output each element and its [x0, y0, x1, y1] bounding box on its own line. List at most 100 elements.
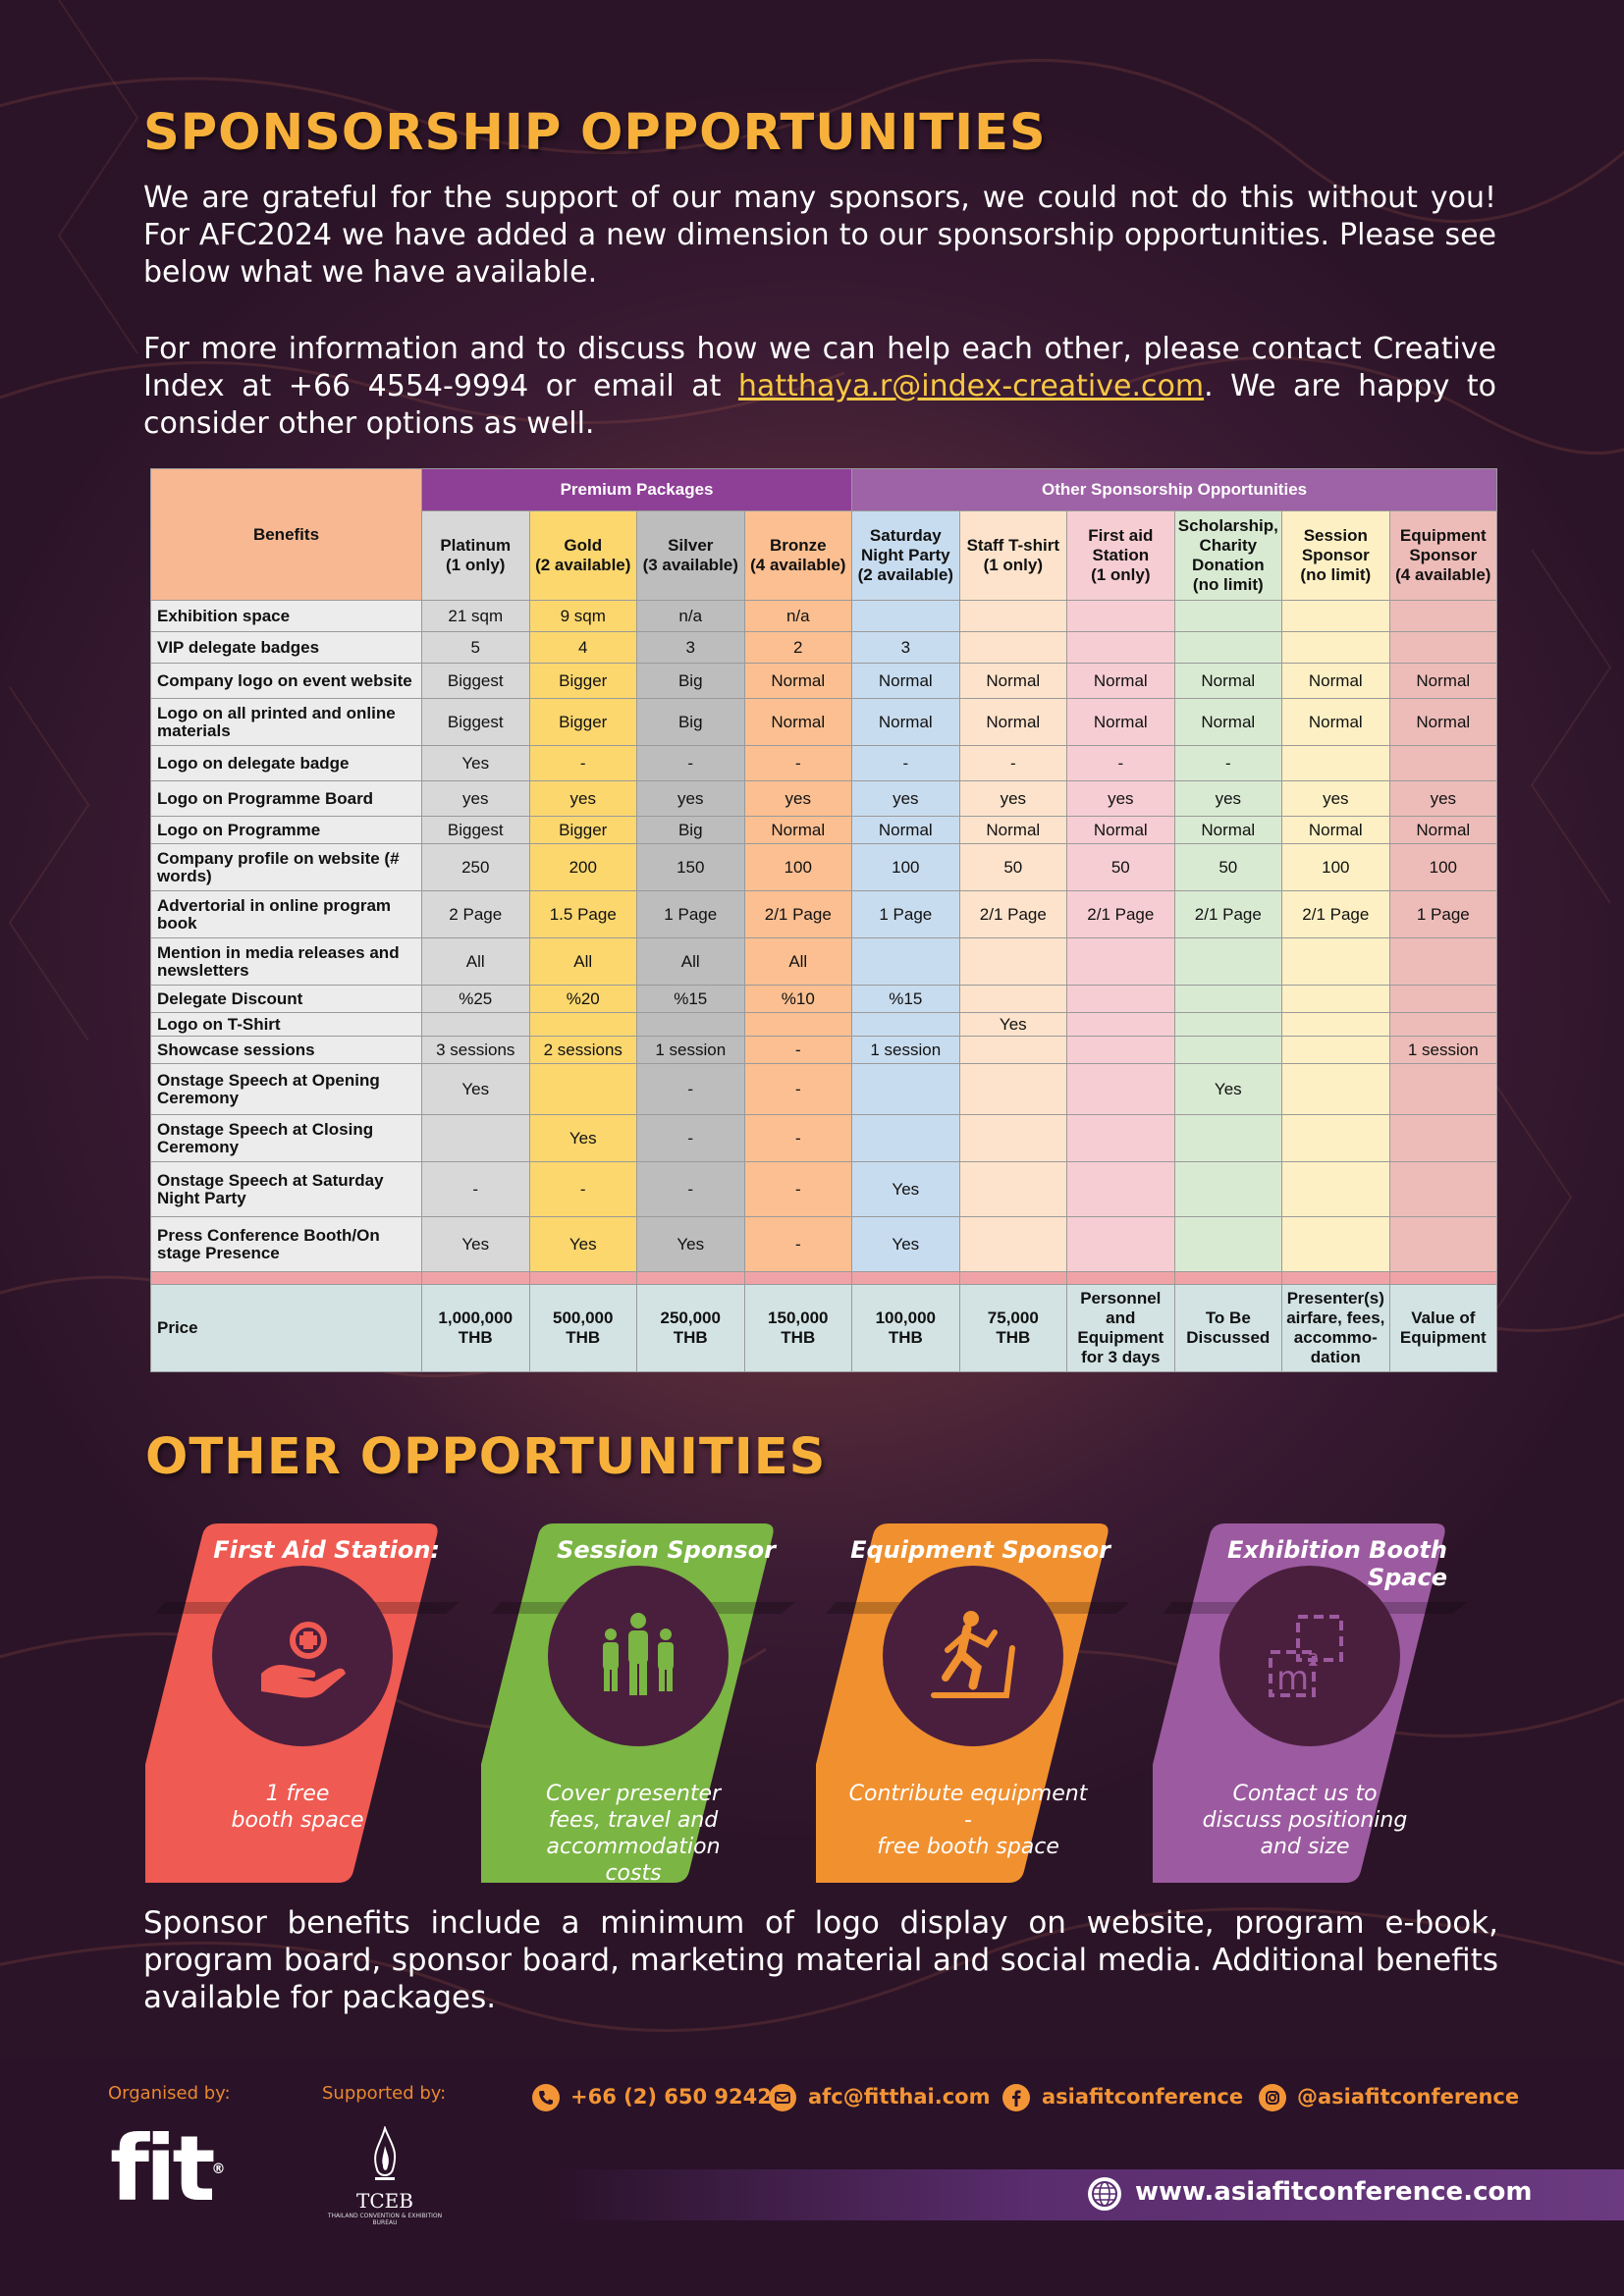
email-icon	[769, 2084, 796, 2111]
benefit-label: Showcase sessions	[150, 1036, 422, 1064]
opportunity-card: Session Sponsor Cover presenter fees, tra…	[481, 1523, 805, 1886]
table-cell: All	[743, 937, 853, 986]
treadmill-icon	[931, 1611, 1015, 1698]
card-description: Contribute equipment - free booth space	[848, 1782, 1088, 1859]
table-cell: Normal	[743, 698, 853, 746]
contact-email-link[interactable]: hatthaya.r@index-creative.com	[737, 369, 1205, 403]
globe-icon	[1088, 2177, 1121, 2211]
table-cell	[1173, 1114, 1283, 1162]
card-description: 1 free booth space	[231, 1782, 364, 1833]
table-cell: Normal	[851, 816, 960, 844]
table-cell: 100	[743, 843, 853, 891]
table-cell: Normal	[1388, 816, 1498, 844]
opportunity-card: First Aid Station: 1 free booth space	[145, 1523, 469, 1883]
price-cell: 500,000 THB	[528, 1284, 637, 1372]
table-cell: 1.5 Page	[528, 890, 637, 938]
tceb-wordmark: TCEB	[356, 2189, 413, 2213]
website-bar	[550, 2169, 1624, 2220]
table-cell	[851, 1063, 960, 1115]
benefit-label: Delegate Discount	[150, 985, 422, 1013]
table-cell	[851, 600, 960, 632]
price-cell: 150,000 THB	[743, 1284, 853, 1372]
table-cell: 2/1 Page	[1281, 890, 1390, 938]
other-opportunities-header: Other Sponsorship Opportunities	[851, 468, 1498, 511]
footer-instagram[interactable]: @asiafitconference	[1297, 2085, 1520, 2109]
table-cell	[421, 1012, 530, 1037]
table-cell	[1388, 985, 1498, 1013]
table-cell: 50	[1173, 843, 1283, 891]
table-cell: Yes	[528, 1216, 637, 1272]
footer-facebook[interactable]: asiafitconference	[1042, 2085, 1244, 2109]
price-row: Price 1,000,000 THB 500,000 THB 250,000 THB…	[150, 1284, 1498, 1372]
table-cell	[958, 937, 1068, 986]
card-title: Exhibition Booth Space	[1226, 1536, 1447, 1591]
footer-email[interactable]: afc@fitthai.com	[808, 2085, 991, 2109]
table-row: Logo on all printed and online materials…	[150, 698, 1498, 746]
table-cell: yes	[1388, 780, 1498, 817]
column-header-4: Saturday Night Party (2 available)	[851, 510, 960, 601]
table-cell	[1173, 631, 1283, 664]
table-cell: All	[421, 937, 530, 986]
card-description: Contact us to discuss positioning and si…	[1202, 1782, 1408, 1859]
supported-by-label: Supported by:	[322, 2083, 447, 2104]
table-cell	[1066, 1114, 1175, 1162]
table-cell	[1066, 1012, 1175, 1037]
benefit-label: Company profile on website (# words)	[150, 843, 422, 891]
benefit-label: VIP delegate badges	[150, 631, 422, 664]
table-cell: -	[1173, 745, 1283, 781]
website-link[interactable]: www.asiafitconference.com	[1135, 2177, 1533, 2207]
table-cell	[1281, 937, 1390, 986]
column-header-8: Session Sponsor (no limit)	[1281, 510, 1390, 601]
table-cell: -	[851, 745, 960, 781]
table-cell	[1173, 1161, 1283, 1217]
table-cell	[1388, 745, 1498, 781]
benefit-label: Mention in media releases and newsletter…	[150, 937, 422, 986]
table-cell	[958, 1216, 1068, 1272]
table-cell	[1281, 745, 1390, 781]
table-cell: -	[636, 1063, 745, 1115]
table-cell: Yes	[636, 1216, 745, 1272]
table-separator	[150, 1271, 1498, 1285]
table-cell: Normal	[1066, 816, 1175, 844]
table-cell	[1066, 1216, 1175, 1272]
table-cell: Normal	[851, 698, 960, 746]
separator-cell	[636, 1271, 745, 1285]
table-cell	[528, 1063, 637, 1115]
table-cell: All	[636, 937, 745, 986]
table-cell	[1281, 1063, 1390, 1115]
facebook-icon	[1002, 2084, 1030, 2111]
table-cell: 250	[421, 843, 530, 891]
closing-paragraph: Sponsor benefits include a minimum of lo…	[143, 1905, 1498, 2015]
table-cell: 9 sqm	[528, 600, 637, 632]
column-header-2: Silver (3 available)	[636, 510, 745, 601]
premium-packages-header: Premium Packages	[420, 468, 853, 511]
table-cell: %25	[421, 985, 530, 1013]
table-cell: Bigger	[528, 698, 637, 746]
table-cell	[1066, 937, 1175, 986]
benefits-header: Benefits	[150, 468, 422, 601]
table-cell	[1281, 985, 1390, 1013]
separator-cell	[150, 1271, 422, 1285]
table-cell	[1281, 600, 1390, 632]
table-cell: -	[743, 1036, 853, 1064]
table-row: Company logo on event website Biggest Bigg…	[150, 663, 1498, 699]
table-cell: Normal	[1388, 663, 1498, 699]
table-cell	[1281, 1036, 1390, 1064]
table-cell	[1173, 1012, 1283, 1037]
table-cell: Bigger	[528, 816, 637, 844]
table-cell: 1 session	[1388, 1036, 1498, 1064]
table-cell: Normal	[958, 816, 1068, 844]
column-header-9: Equipment Sponsor (4 available)	[1388, 510, 1498, 601]
table-row: Logo on Programme Board yes yes yes yes yes ye…	[150, 780, 1498, 817]
table-cell: yes	[1066, 780, 1175, 817]
table-cell: yes	[528, 780, 637, 817]
table-cell	[958, 1036, 1068, 1064]
tceb-flame-icon	[374, 2124, 397, 2180]
footer-phone[interactable]: +66 (2) 650 9242	[570, 2085, 772, 2109]
table-cell	[1173, 985, 1283, 1013]
table-cell	[851, 1114, 960, 1162]
table-cell: -	[636, 745, 745, 781]
card-shape	[816, 1523, 1130, 1883]
table-cell	[1388, 1012, 1498, 1037]
price-cell: Value of Equipment	[1388, 1284, 1498, 1372]
